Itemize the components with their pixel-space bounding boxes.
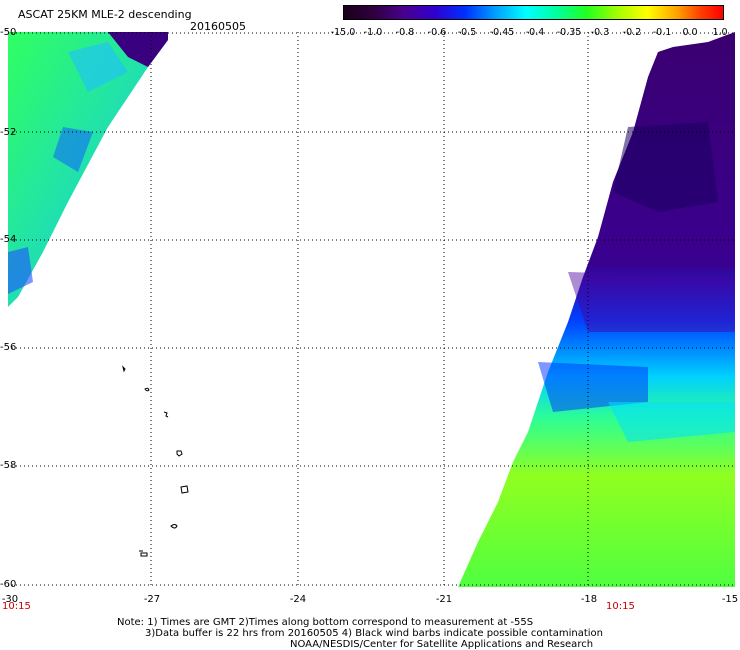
- product-date: 20160505: [190, 20, 246, 33]
- lat-label: -60: [0, 579, 17, 590]
- left-swath: [8, 32, 168, 307]
- colorbar-tick: 0.0: [682, 27, 698, 38]
- colorbar-tick: -0.45: [489, 27, 515, 38]
- note-line-2: 3)Data buffer is 22 hrs from 20160505 4)…: [145, 628, 603, 639]
- wind-map: [8, 32, 735, 587]
- lon-label: -30: [1, 594, 19, 605]
- lon-label: -24: [289, 594, 307, 605]
- colorbar-tick: -0.5: [457, 27, 477, 38]
- note-line-1: Note: 1) Times are GMT 2)Times along bot…: [117, 617, 534, 628]
- lat-label: -56: [0, 342, 17, 353]
- lat-label: -50: [0, 27, 17, 38]
- colorbar-tick: -15.0: [330, 27, 356, 38]
- lon-label: -21: [435, 594, 453, 605]
- lat-label: -52: [0, 127, 17, 138]
- colorbar-tick: -0.4: [525, 27, 545, 38]
- time-label-right: 10:15: [606, 601, 635, 612]
- lon-label: -27: [143, 594, 161, 605]
- lon-label: -18: [580, 594, 598, 605]
- time-label-left: 10:15: [2, 601, 31, 612]
- lon-label: -15: [721, 594, 739, 605]
- note-line-3: NOAA/NESDIS/Center for Satellite Applica…: [290, 639, 594, 650]
- colorbar: [343, 5, 724, 20]
- colorbar-tick: -0.1: [652, 27, 672, 38]
- lat-label: -54: [0, 234, 17, 245]
- graticule: [8, 32, 735, 587]
- lat-label: -58: [0, 460, 17, 471]
- product-title: ASCAT 25KM MLE-2 descending: [18, 8, 192, 21]
- right-swath: [458, 32, 735, 587]
- islands: [122, 365, 189, 557]
